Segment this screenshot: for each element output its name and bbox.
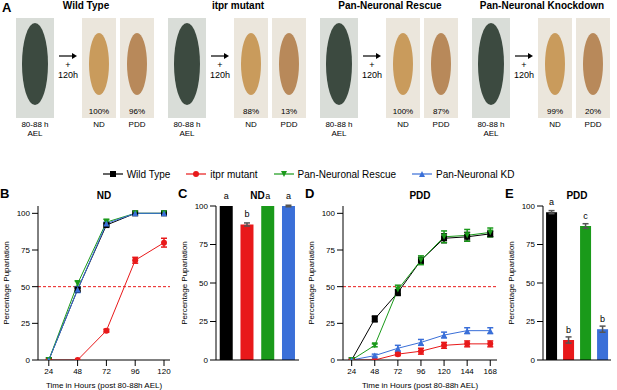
- html-text:PDD: PDD: [128, 120, 146, 129]
- svg-text:48: 48: [73, 367, 82, 376]
- svg-text:a: a: [286, 191, 291, 201]
- html-text:itpr mutant: itpr mutant: [211, 0, 265, 11]
- html-text:80-88 h AEL: 80-88 h AEL: [325, 120, 353, 138]
- svg-text:c: c: [583, 211, 588, 221]
- svg-text:75: 75: [199, 240, 208, 249]
- svg-text:b: b: [600, 314, 605, 324]
- svg-text:72: 72: [393, 367, 402, 376]
- svg-text:Time in Hours (post 80-88h AEL: Time in Hours (post 80-88h AEL): [46, 381, 163, 390]
- html-text:ND: ND: [96, 190, 112, 201]
- svg-text:25: 25: [21, 319, 30, 328]
- html-text:20%: 20%: [585, 107, 601, 116]
- html-text:D: D: [305, 186, 315, 201]
- html-text:ND: ND: [93, 120, 105, 129]
- svg-text:25: 25: [326, 319, 335, 328]
- svg-text:b: b: [566, 325, 571, 335]
- html-text:Pan-Neuronal Knockdown: Pan-Neuronal Knockdown: [479, 0, 605, 11]
- svg-text:50: 50: [326, 283, 335, 292]
- svg-text:0: 0: [204, 356, 209, 365]
- svg-text:0: 0: [331, 356, 336, 365]
- html-text:Pan-Neuronal Rescue: Pan-Neuronal Rescue: [297, 168, 396, 180]
- html-text:ND: ND: [245, 120, 257, 129]
- svg-text:72: 72: [102, 367, 111, 376]
- html-text:100%: 100%: [88, 107, 110, 116]
- html-text:120h: 120h: [210, 70, 230, 80]
- svg-text:a: a: [265, 191, 270, 201]
- html-text:80-88 h AEL: 80-88 h AEL: [21, 120, 49, 138]
- html-text:B: B: [0, 186, 10, 201]
- html-text:ND: ND: [250, 190, 265, 201]
- html-text:PDD: PDD: [280, 120, 298, 129]
- html-text:E: E: [505, 186, 514, 201]
- html-text:itpr mutant: itpr mutant: [210, 168, 258, 180]
- svg-text:120: 120: [437, 367, 451, 376]
- html-text:120h: 120h: [58, 70, 78, 80]
- svg-text:25: 25: [199, 317, 208, 326]
- svg-text:75: 75: [526, 240, 535, 249]
- html-text:PDD: PDD: [409, 190, 431, 201]
- svg-text:144: 144: [460, 367, 474, 376]
- svg-text:96: 96: [417, 367, 426, 376]
- html-text:A: A: [2, 0, 12, 15]
- svg-text:100: 100: [17, 209, 31, 218]
- svg-text:96: 96: [131, 367, 140, 376]
- svg-text:75: 75: [326, 246, 335, 255]
- svg-text:120: 120: [157, 367, 171, 376]
- html-text:100%: 100%: [392, 107, 414, 116]
- svg-text:Percentage Pupariation: Percentage Pupariation: [2, 241, 11, 325]
- html-text:87%: 87%: [433, 107, 449, 116]
- svg-text:a: a: [224, 191, 229, 201]
- html-text:PDD: PDD: [584, 120, 602, 129]
- html-text:Wild Type: Wild Type: [62, 0, 110, 11]
- html-text:88%: 88%: [243, 107, 259, 116]
- svg-text:100: 100: [322, 209, 336, 218]
- svg-text:100: 100: [522, 202, 536, 211]
- svg-text:Percentage Pupariation: Percentage Pupariation: [307, 241, 316, 325]
- html-text:96%: 96%: [129, 107, 145, 116]
- svg-text:50: 50: [199, 279, 208, 288]
- svg-text:24: 24: [44, 367, 53, 376]
- svg-text:168: 168: [484, 367, 498, 376]
- svg-text:50: 50: [21, 283, 30, 292]
- html-text:ND: ND: [549, 120, 561, 129]
- svg-text:b: b: [244, 209, 249, 219]
- html-text:120h: 120h: [362, 70, 382, 80]
- html-text:13%: 13%: [281, 107, 297, 116]
- html-text:PDD: PDD: [566, 190, 588, 201]
- svg-text:48: 48: [370, 367, 379, 376]
- svg-text:a: a: [549, 197, 554, 207]
- html-text:C: C: [178, 186, 188, 201]
- html-text:80-88 h AEL: 80-88 h AEL: [173, 120, 201, 138]
- html-text:Wild Type: Wild Type: [126, 168, 171, 180]
- svg-text:Percentage Pupariation: Percentage Pupariation: [507, 241, 516, 325]
- html-text:80-88 h AEL: 80-88 h AEL: [477, 120, 505, 138]
- html-text:PDD: PDD: [432, 120, 450, 129]
- html-text:Pan-Neuronal KD: Pan-Neuronal KD: [436, 168, 515, 180]
- svg-text:0: 0: [26, 356, 31, 365]
- svg-text:100: 100: [195, 202, 209, 211]
- html-text:ND: ND: [397, 120, 409, 129]
- svg-text:25: 25: [526, 317, 535, 326]
- html-text:Pan-Neuronal Rescue: Pan-Neuronal Rescue: [338, 0, 442, 11]
- svg-text:50: 50: [526, 279, 535, 288]
- svg-text:0: 0: [531, 356, 536, 365]
- svg-text:24: 24: [347, 367, 356, 376]
- svg-text:75: 75: [21, 246, 30, 255]
- svg-text:Time in Hours (post 80-88h AEL: Time in Hours (post 80-88h AEL): [362, 381, 479, 390]
- svg-text:Percentage Pupariation: Percentage Pupariation: [180, 241, 189, 325]
- html-text:120h: 120h: [514, 70, 534, 80]
- html-text:99%: 99%: [547, 107, 563, 116]
